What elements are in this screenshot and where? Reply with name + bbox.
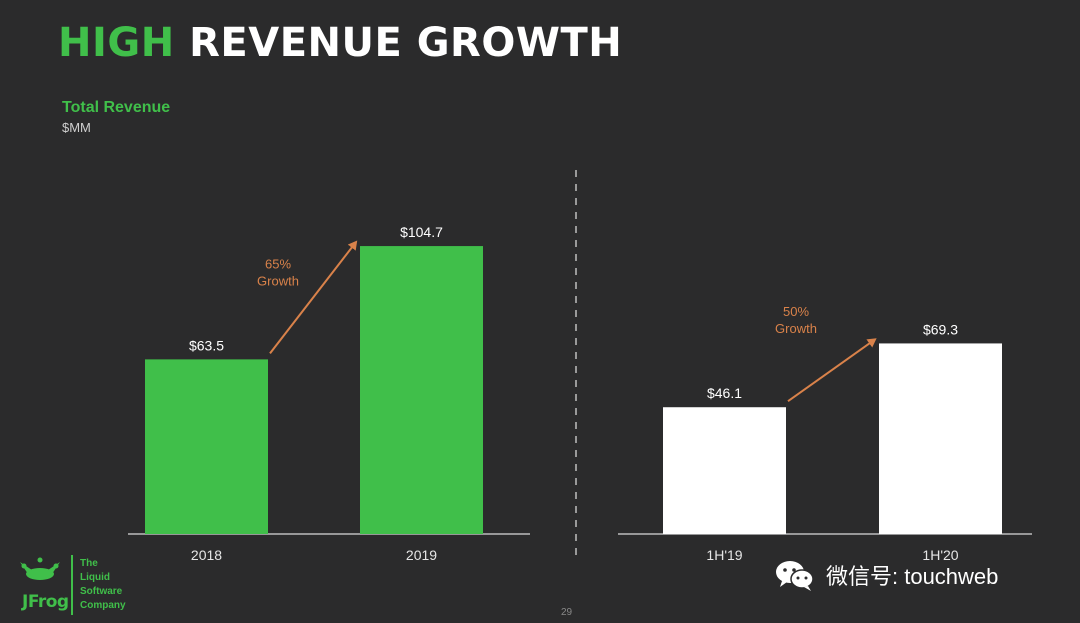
logo-tagline: The Liquid Software Company <box>80 557 126 613</box>
bar <box>879 343 1002 534</box>
chart-title: Total Revenue <box>62 99 171 116</box>
jfrog-logo-icon <box>20 557 60 580</box>
title-rest: REVENUE GROWTH <box>189 20 623 66</box>
title-highlight: HIGH <box>58 20 175 66</box>
tagline-line: Liquid <box>80 572 110 583</box>
tick-label: 1H'20 <box>922 547 958 563</box>
watermark-text: 微信号: touchweb <box>826 564 999 589</box>
growth-annotation: Growth <box>257 273 299 288</box>
bar <box>663 407 786 534</box>
chart-unit: $MM <box>62 120 91 135</box>
data-label: $69.3 <box>923 321 958 337</box>
growth-annotation: Growth <box>775 321 817 336</box>
page-number: 29 <box>561 607 573 618</box>
data-label: $46.1 <box>707 385 742 401</box>
wechat-icon <box>776 561 814 591</box>
logo-divider <box>71 555 73 615</box>
logo-wordmark: JFrog <box>22 592 69 612</box>
tick-label: 2019 <box>406 547 437 563</box>
bar <box>145 359 268 534</box>
tagline-line: Software <box>80 586 123 597</box>
data-label: $104.7 <box>400 224 443 240</box>
tagline-line: Company <box>80 600 126 611</box>
tick-label: 1H'19 <box>706 547 742 563</box>
wechat-watermark: 微信号: touchweb <box>774 558 998 592</box>
tick-label: 2018 <box>191 547 222 563</box>
data-label: $63.5 <box>189 337 224 353</box>
bar <box>360 246 483 534</box>
growth-arrow <box>787 338 877 403</box>
growth-annotation: 50% <box>783 304 809 319</box>
growth-annotation: 65% <box>265 256 291 271</box>
slide-title: HIGH REVENUE GROWTH <box>58 20 622 66</box>
growth-arrow <box>269 240 358 354</box>
tagline-line: The <box>80 558 98 569</box>
